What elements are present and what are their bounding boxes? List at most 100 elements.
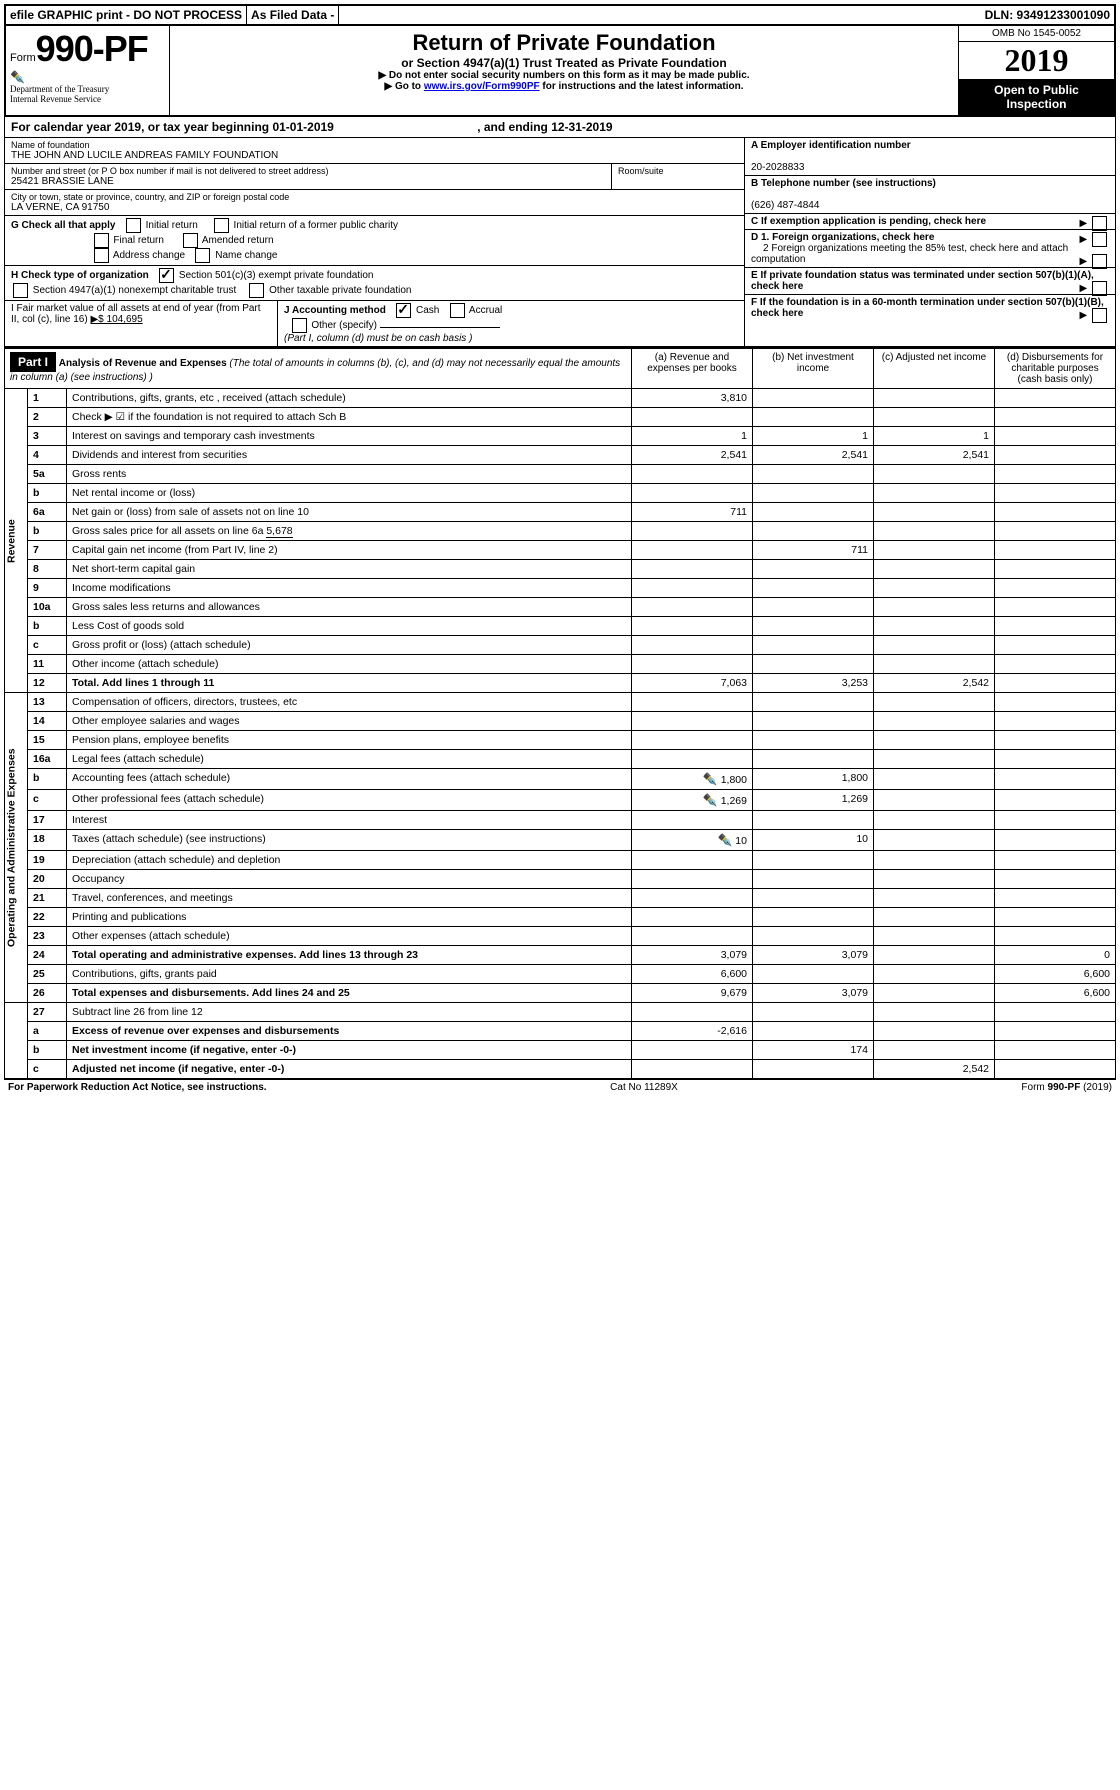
other-taxable-checkbox[interactable] [249,283,264,298]
col-c-val [874,541,995,560]
line-number: 11 [28,655,67,674]
amended-return-checkbox[interactable] [183,233,198,248]
other-method-checkbox[interactable] [292,318,307,333]
line-number: 1 [28,389,67,408]
attachment-icon[interactable]: ✒️ [717,833,732,847]
col-b-val [753,889,874,908]
accrual-checkbox[interactable] [450,303,465,318]
footer-right: Form 990-PF (2019) [1021,1082,1112,1093]
col-c-val [874,655,995,674]
d1-checkbox[interactable] [1092,232,1107,247]
ein-label: A Employer identification number [751,140,911,151]
address-change-checkbox[interactable] [94,248,109,263]
table-row: bAccounting fees (attach schedule)✒️ 1,8… [5,769,1116,790]
col-a-val: 1 [632,427,753,446]
col-b-val: 10 [753,830,874,851]
footer-left: For Paperwork Reduction Act Notice, see … [8,1082,267,1093]
foundation-name: THE JOHN AND LUCILE ANDREAS FAMILY FOUND… [11,150,738,161]
entity-info: Name of foundation THE JOHN AND LUCILE A… [4,138,1116,347]
table-row: 7Capital gain net income (from Part IV, … [5,541,1116,560]
col-d-val [995,389,1116,408]
col-c-val [874,851,995,870]
col-b-val [753,560,874,579]
top-bar: efile GRAPHIC print - DO NOT PROCESS As … [4,4,1116,26]
initial-former-checkbox[interactable] [214,218,229,233]
line-desc: Accounting fees (attach schedule) [67,769,632,790]
d1-label: D 1. Foreign organizations, check here [751,232,934,243]
cash-checkbox[interactable] [396,303,411,318]
tel-value: (626) 487-4844 [751,200,819,211]
col-c-val [874,790,995,811]
table-row: cOther professional fees (attach schedul… [5,790,1116,811]
col-c-header: (c) Adjusted net income [874,348,995,389]
form-header: Form990-PF ✒️ Department of the Treasury… [4,26,1116,117]
name-change-checkbox[interactable] [195,248,210,263]
4947-checkbox[interactable] [13,283,28,298]
col-c-val [874,579,995,598]
col-d-val [995,693,1116,712]
irs-link[interactable]: www.irs.gov/Form990PF [424,81,540,92]
line-desc: Occupancy [67,870,632,889]
col-a-val [632,927,753,946]
col-b-val [753,712,874,731]
table-row: 11Other income (attach schedule) [5,655,1116,674]
col-b-header: (b) Net investment income [753,348,874,389]
col-d-val [995,674,1116,693]
col-a-val [632,870,753,889]
line-number: 19 [28,851,67,870]
e-checkbox[interactable] [1092,281,1107,296]
line-number: b [28,769,67,790]
col-b-val [753,579,874,598]
line-desc: Gross profit or (loss) (attach schedule) [67,636,632,655]
col-a-val [632,598,753,617]
line-number: 15 [28,731,67,750]
line-number: 21 [28,889,67,908]
table-row: 25Contributions, gifts, grants paid6,600… [5,965,1116,984]
section-label: Revenue [5,389,28,693]
col-c-val [874,617,995,636]
col-b-val: 711 [753,541,874,560]
col-b-val [753,503,874,522]
c-checkbox[interactable] [1092,216,1107,231]
col-a-val: 9,679 [632,984,753,1003]
col-b-val [753,965,874,984]
table-row: 4Dividends and interest from securities2… [5,446,1116,465]
col-d-val [995,769,1116,790]
col-b-val: 174 [753,1041,874,1060]
col-c-val [874,870,995,889]
line-desc: Other employee salaries and wages [67,712,632,731]
col-b-val [753,1022,874,1041]
table-row: 12Total. Add lines 1 through 117,0633,25… [5,674,1116,693]
line-desc: Contributions, gifts, grants paid [67,965,632,984]
col-c-val [874,908,995,927]
table-row: 5aGross rents [5,465,1116,484]
attachment-icon[interactable]: ✒️ [703,772,718,786]
col-a-val: ✒️ 1,269 [632,790,753,811]
col-a-val [632,579,753,598]
col-d-val [995,712,1116,731]
initial-return-checkbox[interactable] [126,218,141,233]
line-number: 13 [28,693,67,712]
f-checkbox[interactable] [1092,308,1107,323]
col-b-val [753,693,874,712]
col-a-val [632,908,753,927]
col-c-val [874,984,995,1003]
col-c-val [874,693,995,712]
d2-checkbox[interactable] [1092,254,1107,269]
col-a-val [632,636,753,655]
foundation-city: LA VERNE, CA 91750 [11,202,738,213]
col-b-val [753,484,874,503]
section-label: Operating and Administrative Expenses [5,693,28,1003]
col-a-val [632,889,753,908]
attachment-icon[interactable]: ✒️ [703,793,718,807]
col-d-val [995,541,1116,560]
col-a-val: ✒️ 10 [632,830,753,851]
col-a-val [632,851,753,870]
form-note2: ▶ Go to www.irs.gov/Form990PF for instru… [174,81,954,92]
final-return-checkbox[interactable] [94,233,109,248]
table-row: 26Total expenses and disbursements. Add … [5,984,1116,1003]
501c3-checkbox[interactable] [159,268,174,283]
line-desc: Net rental income or (loss) [67,484,632,503]
col-a-val [632,712,753,731]
col-d-val: 0 [995,946,1116,965]
